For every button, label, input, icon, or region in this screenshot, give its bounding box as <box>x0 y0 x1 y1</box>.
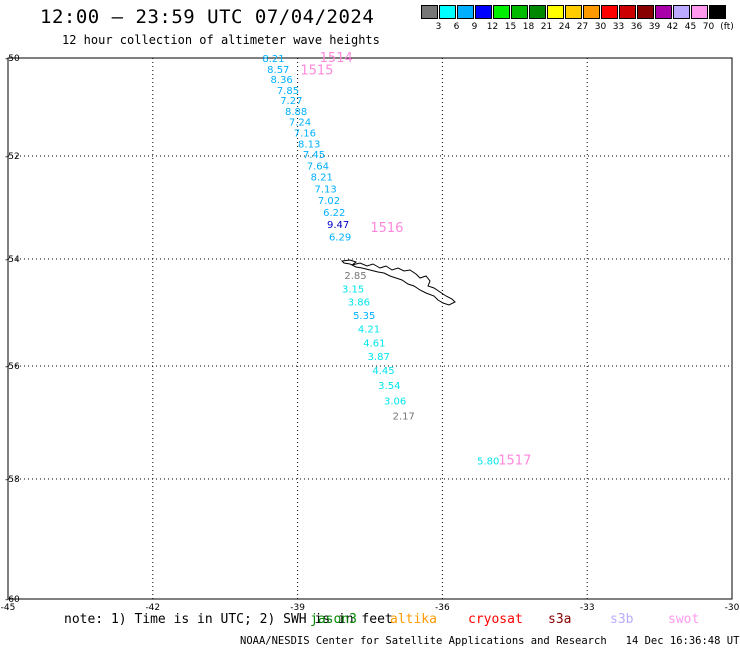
wave-height-label: 9.47 <box>327 220 349 231</box>
wave-height-label: 3.54 <box>378 381 400 392</box>
wave-height-label: 8.21 <box>311 173 333 184</box>
wave-height-label: 7.27 <box>280 96 302 107</box>
wave-height-label: 7.64 <box>307 161 329 172</box>
wave-height-label: 7.16 <box>294 128 316 139</box>
lat-tick-label: -50 <box>5 54 20 64</box>
lon-tick-label: -42 <box>145 603 160 613</box>
lon-tick-label: -36 <box>435 603 450 613</box>
lat-tick-label: -56 <box>5 362 20 372</box>
south-georgia-coastline <box>340 259 456 306</box>
wave-height-label: 7.45 <box>303 150 325 161</box>
wave-height-label: 3.15 <box>342 284 364 295</box>
legend-level-label: 15 <box>504 22 517 32</box>
lon-tick-label: -39 <box>290 603 305 613</box>
wave-height-label: 4.61 <box>363 338 385 349</box>
lat-tick-label: -52 <box>5 152 20 162</box>
legend-swatch <box>529 5 546 19</box>
wave-height-label: 7.13 <box>314 184 336 195</box>
legend-swatch <box>583 5 600 19</box>
wave-height-label: 8.21 <box>262 54 284 65</box>
legend-swatch <box>619 5 636 19</box>
satellite-label-jason3: jason3 <box>310 612 357 627</box>
legend-swatch <box>457 5 474 19</box>
legend-swatch <box>691 5 708 19</box>
legend-swatch <box>439 5 456 19</box>
pass-number-label: 1516 <box>370 221 403 236</box>
legend-level-label: 39 <box>648 22 661 32</box>
legend-unit-label: (ft) <box>720 22 734 32</box>
wave-height-label: 8.36 <box>271 75 293 86</box>
map-subtitle: 12 hour collection of altimeter wave hei… <box>62 33 380 47</box>
legend-swatch <box>673 5 690 19</box>
map-title: 12:00 — 23:59 UTC 07/04/2024 <box>40 6 375 28</box>
legend-swatch <box>421 5 438 19</box>
wave-height-label: 2.17 <box>393 412 415 423</box>
wave-height-label: 6.29 <box>329 232 351 243</box>
lat-tick-label: -58 <box>5 475 20 485</box>
legend-swatch <box>493 5 510 19</box>
legend-level-label: 42 <box>666 22 679 32</box>
wave-height-label: 8.88 <box>285 107 307 118</box>
lon-tick-label: -30 <box>725 603 740 613</box>
satellite-label-altika: altika <box>390 612 437 627</box>
legend-swatch <box>547 5 564 19</box>
legend-swatch <box>637 5 654 19</box>
legend-level-label: 6 <box>453 22 460 32</box>
legend-level-label: 9 <box>471 22 478 32</box>
lat-tick-label: -60 <box>5 595 20 605</box>
wave-height-label: 2.85 <box>344 271 366 282</box>
wave-height-label: 3.87 <box>368 352 390 363</box>
wave-height-label: 4.21 <box>358 325 380 336</box>
lon-tick-label: -33 <box>580 603 595 613</box>
credit-text: NOAA/NESDIS Center for Satellite Applica… <box>240 635 607 647</box>
legend-swatch <box>475 5 492 19</box>
wave-height-label: 7.02 <box>318 196 340 207</box>
wave-height-label: 3.06 <box>384 396 406 407</box>
legend-level-label: 21 <box>540 22 553 32</box>
wave-height-label: 7.85 <box>277 86 299 97</box>
legend-swatch <box>655 5 672 19</box>
wave-height-label: 8.13 <box>298 139 320 150</box>
legend-level-label: 36 <box>630 22 643 32</box>
generated-timestamp: 14 Dec 16:36:48 UTC 2024 <box>625 635 740 647</box>
legend-level-label: 70 <box>702 22 715 32</box>
legend-level-label: 30 <box>594 22 607 32</box>
footer-note: note: 1) Time is in UTC; 2) SWH is in fe… <box>64 612 393 627</box>
lat-tick-label: -54 <box>5 255 20 265</box>
satellite-label-s3a: s3a <box>548 612 572 627</box>
legend-level-label: 18 <box>522 22 535 32</box>
legend-level-label: 24 <box>558 22 571 32</box>
wave-height-label: 5.80 <box>477 456 499 467</box>
legend-swatch <box>511 5 528 19</box>
wave-height-label: 8.57 <box>267 65 289 76</box>
legend-level-label: 27 <box>576 22 589 32</box>
legend-level-label: 12 <box>486 22 499 32</box>
legend-level-label: 3 <box>435 22 442 32</box>
legend-level-label: 33 <box>612 22 625 32</box>
pass-number-label: 1517 <box>498 453 531 468</box>
satellite-label-cryosat: cryosat <box>468 612 523 627</box>
satellite-label-swot: swot <box>668 612 700 627</box>
legend-swatch <box>709 5 726 19</box>
credit-line: NOAA/NESDIS Center for Satellite Applica… <box>240 635 740 647</box>
wave-height-label: 7.24 <box>289 118 311 129</box>
wave-height-label: 6.22 <box>323 208 345 219</box>
wave-height-label: 4.45 <box>372 366 394 377</box>
pass-number-label: 1515 <box>300 63 333 78</box>
map-frame <box>7 57 733 600</box>
pass-number-label: 1514 <box>320 51 353 66</box>
lon-tick-label: -45 <box>1 603 16 613</box>
legend-swatch <box>601 5 618 19</box>
satellite-label-s3b: s3b <box>610 612 634 627</box>
wave-height-label: 5.35 <box>353 311 375 322</box>
legend-level-label: 45 <box>684 22 697 32</box>
wave-height-label: 3.86 <box>348 297 370 308</box>
legend-swatch <box>565 5 582 19</box>
